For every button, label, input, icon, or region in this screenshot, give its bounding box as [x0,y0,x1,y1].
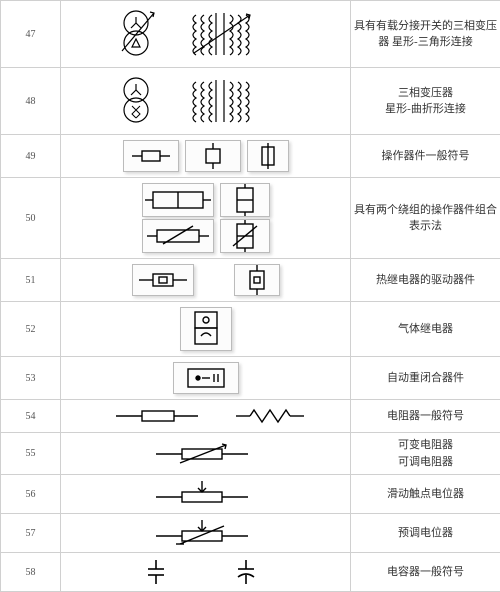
row-desc: 预调电位器 [351,514,500,553]
symbol-thumb [180,307,232,351]
row-symbol [61,1,351,68]
row-symbol [61,178,351,259]
symbol-thumb [247,140,289,172]
row-desc: 电阻器一般符号 [351,400,500,433]
row-desc: 热继电器的驱动器件 [351,259,500,302]
row-symbol [61,135,351,178]
table-row: 51 热继电器的驱动器件 [1,259,500,302]
table-row: 55 可变电阻器可调电阻器 [1,433,500,475]
symbol-thumb [220,183,270,217]
row-index: 52 [1,302,61,357]
row-desc: 电容器一般符号 [351,553,500,592]
row-desc: 具有有载分接开关的三相变压器 星形-三角形连接 [351,1,500,68]
symbol-thumb [220,219,270,253]
row-desc: 三相变压器星形-曲折形连接 [351,68,500,135]
row-symbol [61,433,351,475]
symbol-thumb [173,362,239,394]
row-symbol [61,400,351,433]
row-symbol [61,357,351,400]
row-index: 50 [1,178,61,259]
row-index: 58 [1,553,61,592]
row-desc: 操作器件一般符号 [351,135,500,178]
row-symbol [61,302,351,357]
table-row: 47 [1,1,500,68]
row-index: 55 [1,433,61,475]
symbol-thumb [234,264,280,296]
table-row: 58 电容器一般符号 [1,553,500,592]
row-index: 48 [1,68,61,135]
table-row: 53 自动重闭合器件 [1,357,500,400]
row-desc: 自动重闭合器件 [351,357,500,400]
row-symbol [61,514,351,553]
table-row: 52 气体继电器 [1,302,500,357]
row-desc: 可变电阻器可调电阻器 [351,433,500,475]
table-row: 48 [1,68,500,135]
symbol-thumb [142,219,214,253]
row-index: 54 [1,400,61,433]
row-symbol [61,475,351,514]
row-index: 57 [1,514,61,553]
row-index: 47 [1,1,61,68]
table-row: 57 预调电位器 [1,514,500,553]
row-desc: 气体继电器 [351,302,500,357]
symbol-table: 47 [0,0,500,592]
table-row: 50 [1,178,500,259]
table-row: 56 滑动触点电位器 [1,475,500,514]
table-row: 49 操作器件一般符号 [1,135,500,178]
row-symbol [61,553,351,592]
row-index: 56 [1,475,61,514]
table-row: 54 电阻器一般符号 [1,400,500,433]
symbol-thumb [132,264,194,296]
row-index: 51 [1,259,61,302]
row-desc: 滑动触点电位器 [351,475,500,514]
symbol-thumb [185,140,241,172]
row-index: 53 [1,357,61,400]
row-index: 49 [1,135,61,178]
symbol-thumb [123,140,179,172]
row-symbol [61,259,351,302]
row-desc: 具有两个绕组的操作器件组合表示法 [351,178,500,259]
row-symbol [61,68,351,135]
symbol-thumb [142,183,214,217]
